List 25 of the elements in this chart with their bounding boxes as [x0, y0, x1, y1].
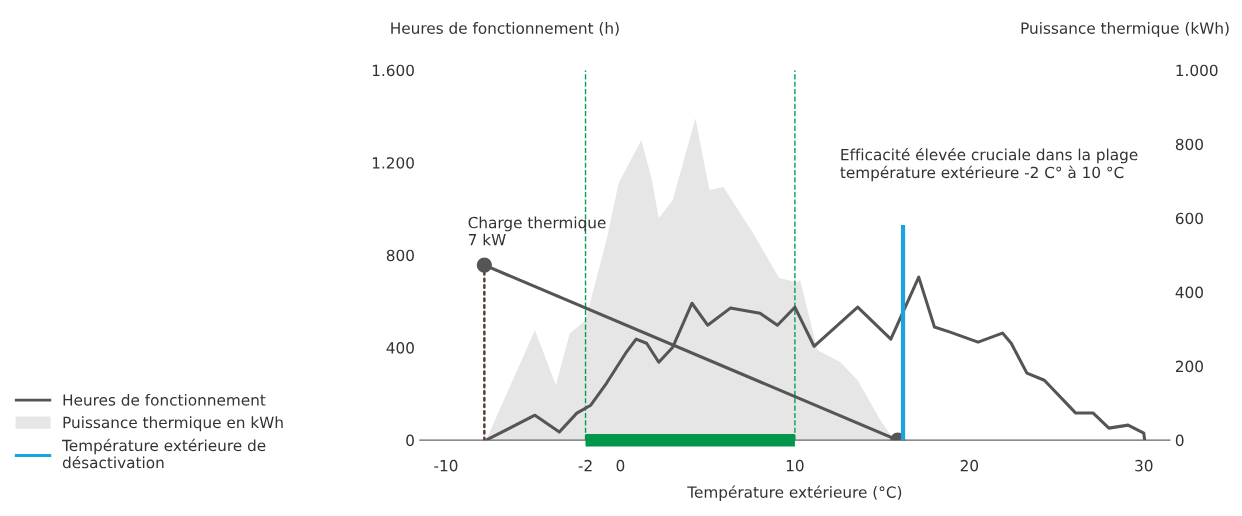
x-tick-label: -2: [578, 459, 592, 472]
legend-label: Heures de fonctionnement: [63, 393, 266, 406]
legend-label: Température extérieure de désactivation: [62, 438, 266, 469]
y-tick-label: 800: [386, 249, 414, 262]
y-tick-label: 1.200: [372, 157, 414, 169]
legend-label: Puissance thermique en kWh: [63, 416, 283, 432]
annotation: Efficacité élevée cruciale dans la plage température extérieure -2 C° à 10 °C: [840, 147, 1138, 182]
annotation: Charge thermique 7 kW: [468, 216, 606, 246]
y2-tick-label: 0: [1175, 434, 1184, 447]
y2-tick-label: 800: [1175, 138, 1203, 151]
y-axis-title: Heures de fonctionnement (h): [391, 22, 619, 36]
x-tick-label: 30: [1135, 459, 1153, 472]
y-tick-label: 1.600: [372, 64, 414, 77]
y-tick-label: 400: [386, 342, 414, 354]
y2-tick-label: 200: [1175, 360, 1203, 373]
x-tick-label: 0: [616, 459, 625, 472]
x-tick-label: 20: [960, 459, 979, 472]
x-axis-title: Température extérieure (°C): [687, 485, 902, 501]
y-tick-label: 0: [406, 434, 414, 447]
x-tick-label: -10: [434, 459, 458, 472]
y2-axis-title: Puissance thermique (kWh): [1021, 22, 1229, 37]
x-tick-label: 10: [786, 459, 804, 472]
y2-tick-label: 1.000: [1176, 64, 1218, 77]
y2-tick-label: 600: [1175, 212, 1203, 225]
y2-tick-label: 400: [1175, 286, 1203, 299]
